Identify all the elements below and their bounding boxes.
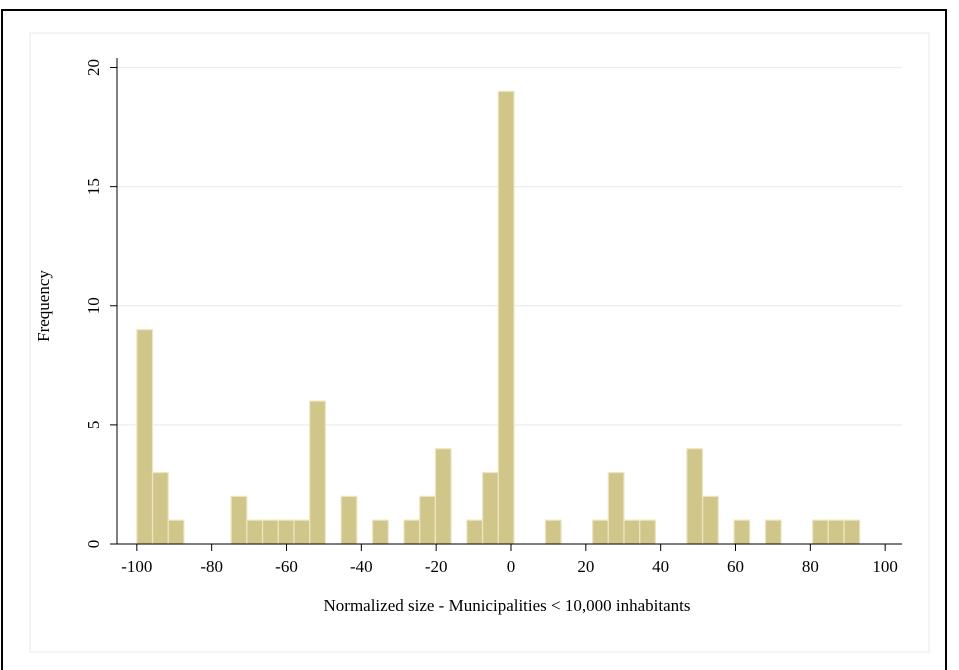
y-axis-title: Frequency [34, 270, 53, 342]
x-tick-label: 0 [507, 557, 516, 576]
bar [623, 519, 641, 545]
y-tick-label: 20 [84, 59, 103, 76]
bar [639, 519, 657, 545]
x-tick-label: -60 [275, 557, 298, 576]
bar [701, 495, 719, 545]
plot-region [29, 32, 930, 653]
x-tick-label: 40 [652, 557, 669, 576]
bar [277, 519, 295, 545]
bar [340, 495, 358, 545]
x-tick-label: 60 [727, 557, 744, 576]
bar [419, 495, 437, 545]
x-tick-label: -100 [121, 557, 152, 576]
bar [434, 448, 452, 545]
bar [544, 519, 562, 545]
bar [403, 519, 421, 545]
bar [827, 519, 845, 545]
y-tick-label: 10 [84, 297, 103, 314]
bar [309, 400, 327, 545]
y-tick-label: 5 [84, 421, 103, 430]
bar [686, 448, 704, 545]
x-tick-label: 100 [872, 557, 898, 576]
bar [481, 471, 499, 545]
bar [466, 519, 484, 545]
bar [843, 519, 861, 545]
bar [497, 90, 515, 545]
bar [811, 519, 829, 545]
bar [764, 519, 782, 545]
bar [371, 519, 389, 545]
bar [136, 328, 154, 545]
x-axis-title: Normalized size - Municipalities < 10,00… [324, 596, 691, 615]
x-tick-label: 80 [802, 557, 819, 576]
bar [607, 471, 625, 545]
bar [230, 495, 248, 545]
x-tick-label: 20 [577, 557, 594, 576]
bar [591, 519, 609, 545]
bar [151, 471, 169, 545]
x-tick-label: -80 [200, 557, 223, 576]
bar [167, 519, 185, 545]
y-tick-label: 15 [84, 178, 103, 195]
bar [246, 519, 264, 545]
bar [293, 519, 311, 545]
x-tick-label: -20 [425, 557, 448, 576]
bar [733, 519, 751, 545]
bar [261, 519, 279, 545]
x-tick-label: -40 [350, 557, 373, 576]
y-tick-label: 0 [84, 540, 103, 549]
